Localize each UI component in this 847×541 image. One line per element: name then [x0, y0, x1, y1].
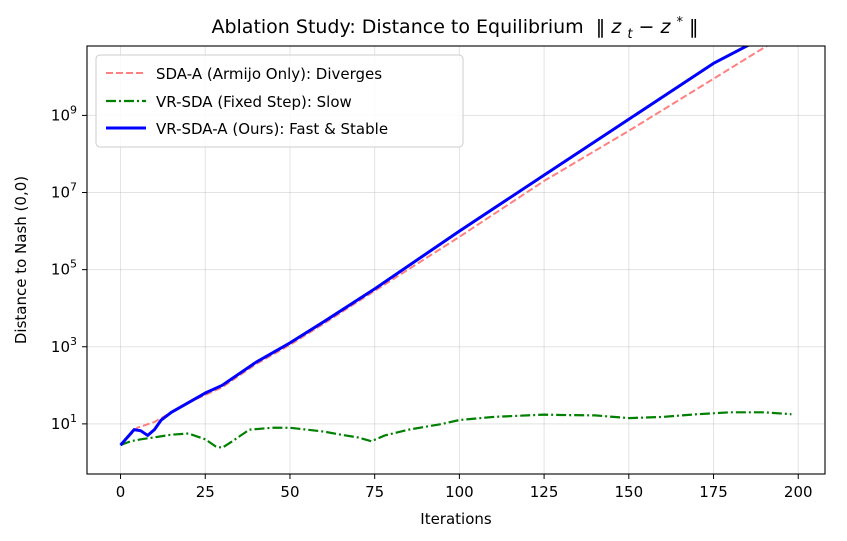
- chart-title: Ablation Study: Distance to Equilibrium …: [211, 9, 698, 43]
- title-norm-close: ‖: [689, 16, 699, 38]
- chart-title-text: Ablation Study: Distance to Equilibrium: [211, 16, 583, 38]
- y-tick-label: 109: [51, 103, 77, 124]
- title-z2: z: [659, 16, 671, 38]
- x-tick-label: 200: [784, 483, 813, 501]
- title-operator: −: [638, 16, 660, 38]
- y-axis-label: Distance to Nash (0,0): [12, 176, 30, 344]
- y-tick-label: 101: [51, 412, 77, 433]
- legend: SDA-A (Armijo Only): Diverges VR-SDA (Fi…: [95, 54, 464, 148]
- series-line-vr-sda-a: [119, 46, 751, 447]
- x-tick-label: 25: [196, 483, 215, 501]
- x-tick-label: 175: [699, 483, 728, 501]
- x-tick-label: 125: [530, 483, 559, 501]
- title-z1: z: [610, 16, 622, 38]
- y-tick-label: 105: [51, 258, 77, 279]
- legend-label-vr-sda: VR-SDA (Fixed Step): Slow: [156, 93, 352, 111]
- title-z1-sub: t: [627, 27, 633, 42]
- x-tick-label: 75: [365, 483, 384, 501]
- series-line-vr-sda: [120, 411, 792, 449]
- legend-box: [95, 54, 464, 148]
- legend-label-sda-a: SDA-A (Armijo Only): Diverges: [156, 65, 382, 83]
- title-z2-sup: *: [676, 15, 683, 30]
- ticks: 0 25 50 75 100 125 150 175 200 101 103 105 107 109: [51, 103, 813, 501]
- y-tick-label: 107: [51, 181, 77, 202]
- title-norm-open: ‖: [596, 16, 606, 38]
- y-tick-label: 103: [51, 335, 77, 356]
- x-tick-label: 150: [614, 483, 643, 501]
- x-tick-label: 0: [116, 483, 126, 501]
- legend-label-vr-sda-a: VR-SDA-A (Ours): Fast & Stable: [156, 120, 388, 138]
- x-axis-label: Iterations: [420, 510, 492, 528]
- x-tick-label: 100: [445, 483, 474, 501]
- series-layer: [119, 46, 792, 449]
- plot-frame: [86, 45, 826, 475]
- x-tick-label: 50: [280, 483, 299, 501]
